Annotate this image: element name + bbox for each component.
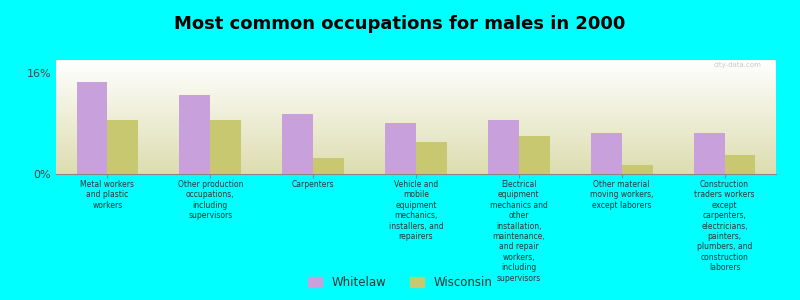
- Text: Vehicle and
mobile
equipment
mechanics,
installers, and
repairers: Vehicle and mobile equipment mechanics, …: [389, 180, 443, 241]
- Text: Other material
moving workers,
except laborers: Other material moving workers, except la…: [590, 180, 654, 210]
- Bar: [179, 95, 210, 174]
- Text: Carpenters: Carpenters: [292, 180, 334, 189]
- Text: Metal workers
and plastic
workers: Metal workers and plastic workers: [81, 180, 134, 210]
- Bar: [591, 133, 622, 174]
- Bar: [282, 114, 313, 174]
- Bar: [519, 136, 550, 174]
- Bar: [385, 123, 416, 174]
- Bar: [694, 133, 725, 174]
- Text: Construction
traders workers
except
carpenters,
electricians,
painters,
plumbers: Construction traders workers except carp…: [694, 180, 755, 272]
- Text: Electrical
equipment
mechanics and
other
installation,
maintenance,
and repair
w: Electrical equipment mechanics and other…: [490, 180, 548, 283]
- Text: Most common occupations for males in 2000: Most common occupations for males in 200…: [174, 15, 626, 33]
- Bar: [313, 158, 344, 174]
- Bar: [416, 142, 447, 174]
- Text: Other production
occupations,
including
supervisors: Other production occupations, including …: [178, 180, 243, 220]
- Bar: [77, 82, 107, 174]
- Bar: [725, 155, 755, 174]
- Text: city-data.com: city-data.com: [714, 62, 762, 68]
- Bar: [488, 120, 519, 174]
- Bar: [210, 120, 241, 174]
- Bar: [107, 120, 138, 174]
- Bar: [622, 164, 653, 174]
- Legend: Whitelaw, Wisconsin: Whitelaw, Wisconsin: [303, 272, 497, 294]
